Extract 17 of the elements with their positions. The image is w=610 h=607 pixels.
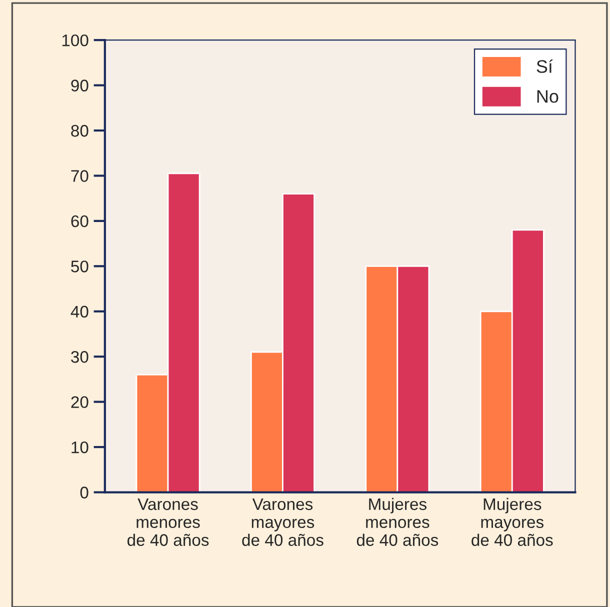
y-tick-label: 50 (71, 260, 88, 272)
y-tick-label: 80 (71, 124, 88, 137)
legend-label: No (537, 90, 558, 103)
y-tick-label: 40 (70, 306, 88, 318)
x-tick-label: Varones menores de 40 años (127, 498, 209, 546)
y-tick-label: 0 (80, 486, 88, 498)
y-tick-label: 10 (72, 441, 88, 454)
x-tick-label: Varones mayores de 40 años (242, 498, 324, 546)
x-tick-label: Mujeres menores de 40 años (356, 498, 438, 546)
y-tick-label: 100 (62, 34, 88, 46)
legend-label: Sí (536, 59, 553, 73)
y-tick-label: 60 (71, 215, 88, 228)
y-tick-label: 20 (71, 396, 88, 408)
y-tick-label: 70 (71, 170, 88, 182)
y-tick-label: 90 (71, 80, 88, 92)
y-tick-label: 30 (71, 351, 88, 363)
x-tick-label: Mujeres mayores de 40 años (472, 498, 553, 546)
